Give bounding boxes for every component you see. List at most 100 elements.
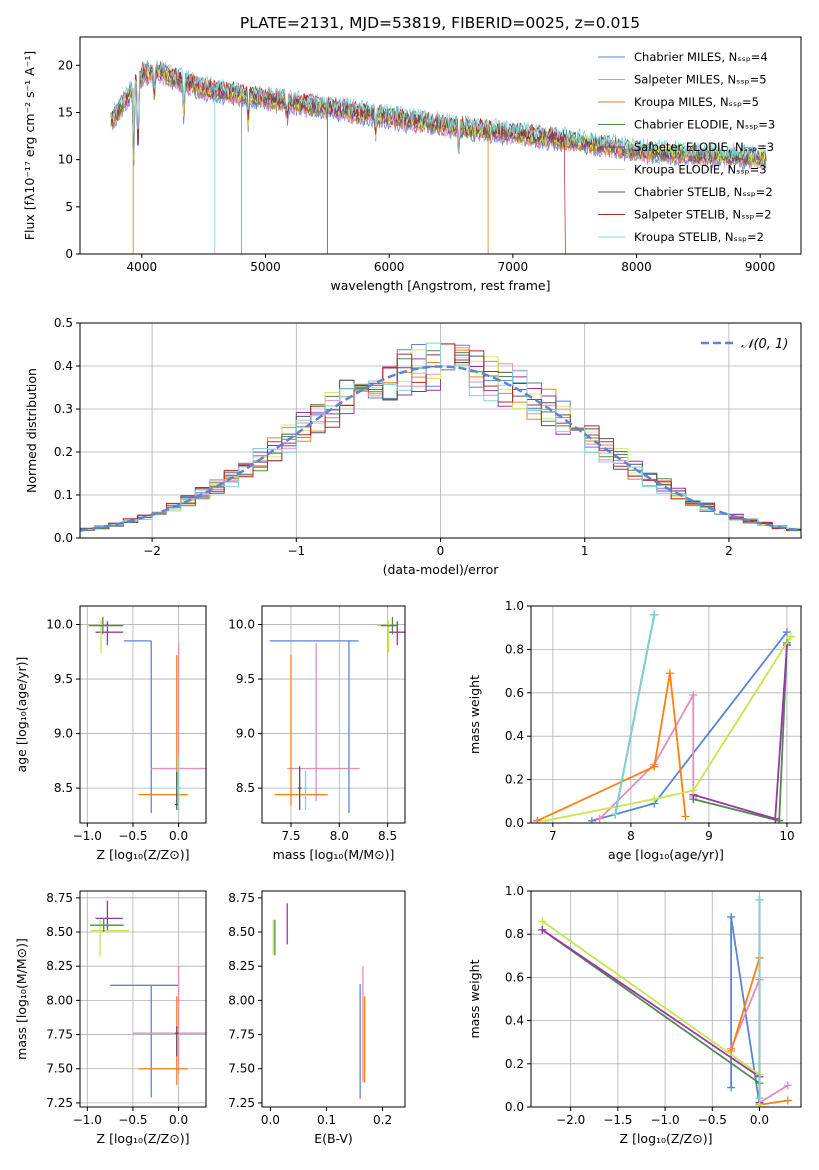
weight-line (614, 614, 656, 815)
weight-line (591, 631, 788, 822)
tick-label-x: −2.0 (556, 1113, 585, 1127)
axes-frame (530, 605, 802, 824)
tick-label-y: 0.3 (54, 402, 73, 416)
tick-label-x: −1.5 (603, 1113, 632, 1127)
tick-label-x: 0.0 (169, 829, 188, 843)
weight-vs-metallicity-panel: −2.0 −1.5 −1.0 −0.5 0.0 0.0 0.2 0.4 0.6 0.8 1.0 Z [… (467, 884, 802, 1146)
weight-marker (650, 610, 659, 619)
tick-label-x: 9000 (745, 260, 776, 274)
weight-marker (727, 912, 736, 921)
weight-marker (771, 814, 780, 823)
normal-curve (80, 365, 799, 532)
mass-vs-metallicity-panel: −1.0 −0.5 0.0 7.25 7.50 7.75 8.00 8.25 8.50 8.75 Z… (14, 890, 207, 1146)
tick-label-y: 0.0 (505, 1100, 524, 1114)
weight-line (536, 673, 687, 822)
axis-label-x: Z [log₁₀(Z/Z⊙)] (97, 847, 190, 862)
weight-marker (783, 1081, 792, 1090)
weight-marker (783, 1096, 792, 1105)
tick-label-x: −0.5 (118, 1113, 147, 1127)
tick-label-y: 0.4 (54, 359, 73, 373)
tick-label-y: 7.75 (46, 1028, 73, 1042)
legend-label: Kroupa ELODIE, Nₛₛₚ=3 (634, 163, 767, 177)
tick-label-x: 5000 (250, 260, 281, 274)
weight-vs-age-panel: 7 8 9 10 0.0 0.2 0.4 0.6 0.8 1.0 age [log₁₀(age/yr… (467, 599, 802, 862)
axis-label-y: age [log₁₀(age/yr)] (14, 657, 29, 773)
weight-line (541, 920, 761, 1105)
tick-label-y: 10 (58, 153, 73, 167)
tick-label-x: 8 (627, 829, 635, 843)
legend-label: Salpeter MILES, Nₛₛₚ=5 (634, 73, 767, 87)
tick-label-y: 0.8 (505, 642, 524, 656)
tick-label-x: 4000 (127, 260, 158, 274)
weight-marker (689, 786, 698, 795)
weight-marker (611, 810, 620, 819)
tick-label-y: 5 (65, 200, 73, 214)
figure-title: PLATE=2131, MJD=53819, FIBERID=0025, z=0… (240, 14, 640, 32)
tick-label-y: 9.0 (236, 727, 255, 741)
tick-label-y: 7.25 (228, 1096, 255, 1110)
weight-line (541, 929, 761, 1103)
axis-label-x: mass [log₁₀(M/M⊙)] (273, 847, 395, 862)
tick-label-y: 0.2 (505, 773, 524, 787)
weight-marker (538, 925, 547, 934)
weight-line (599, 691, 695, 820)
tick-label-y: 0.0 (54, 531, 73, 545)
axis-label-x: E(B-V) (314, 1131, 353, 1146)
tick-label-y: 7.50 (46, 1062, 73, 1076)
tick-label-y: 0.5 (54, 316, 73, 330)
tick-label-x: −2 (143, 544, 161, 558)
tick-label-y: 0.4 (505, 729, 524, 743)
tick-label-y: 10.0 (46, 618, 73, 632)
tick-label-y: 9.0 (54, 727, 73, 741)
tick-label-x: 9 (705, 829, 713, 843)
tick-label-y: 9.5 (236, 672, 255, 686)
weight-marker (650, 762, 659, 771)
weight-marker (782, 628, 791, 637)
legend-label: Salpeter STELIB, Nₛₛₚ=2 (634, 208, 772, 222)
weight-marker (755, 1094, 764, 1103)
weight-marker (650, 795, 659, 804)
weight-marker (541, 816, 550, 823)
weight-marker (727, 1083, 736, 1092)
tick-label-y: 8.75 (46, 891, 73, 905)
tick-label-y: 0.8 (505, 927, 524, 941)
tick-label-y: 15 (58, 105, 73, 119)
age-vs-metallicity-panel: −1.0 −0.5 0.0 8.5 9.0 9.5 10.0 Z [log₁₀(Z/Z⊙)] a… (14, 605, 207, 862)
tick-label-x: 7.5 (281, 829, 300, 843)
tick-label-y: 0 (65, 247, 73, 261)
tick-label-y: 8.5 (236, 781, 255, 795)
tick-label-x: 8.5 (378, 829, 397, 843)
age-vs-mass-panel: 7.5 8.0 8.5 8.5 9.0 9.5 10.0 mass [log₁₀(M/M⊙)] (228, 605, 406, 862)
weight-marker (681, 812, 690, 821)
tick-label-y: 1.0 (505, 884, 524, 898)
legend-label: 𝒩(0, 1) (741, 337, 788, 352)
axis-label-x: (data-model)/error (383, 562, 500, 577)
tick-label-y: 0.0 (505, 816, 524, 830)
tick-label-x: −1.0 (73, 1113, 102, 1127)
tick-label-x: 1 (581, 544, 589, 558)
tick-label-y: 8.75 (228, 891, 255, 905)
tick-label-y: 0.6 (505, 686, 524, 700)
tick-label-y: 0.1 (54, 488, 73, 502)
weight-line (541, 929, 761, 1105)
tick-label-y: 0.6 (505, 970, 524, 984)
spectrum-line (110, 59, 566, 254)
tick-label-x: −1 (287, 544, 305, 558)
weight-marker (587, 816, 596, 823)
axes-frame (79, 890, 207, 1108)
tick-label-x: 0.0 (750, 1113, 769, 1127)
tick-label-x: 7000 (498, 260, 529, 274)
weight-marker (538, 917, 547, 926)
tick-label-y: 8.00 (46, 993, 73, 1007)
tick-label-y: 8.5 (54, 781, 73, 795)
legend-label: Chabrier ELODIE, Nₛₛₚ=3 (634, 118, 775, 132)
tick-label-x: 0.2 (373, 1113, 392, 1127)
tick-label-y: 7.25 (46, 1096, 73, 1110)
axes-frame (261, 890, 406, 1108)
tick-label-x: 10 (779, 829, 794, 843)
legend-label: Chabrier MILES, Nₛₛₚ=4 (634, 50, 768, 64)
axis-label-y: Normed distribution (24, 368, 39, 493)
residual-histogram-panel: 𝒩(0, 1) −2 −1 0 1 2 0.0 0.1 0.2 0.3 0.4 0.5 (data-mo… (24, 316, 802, 577)
spectrum-line (110, 59, 767, 159)
